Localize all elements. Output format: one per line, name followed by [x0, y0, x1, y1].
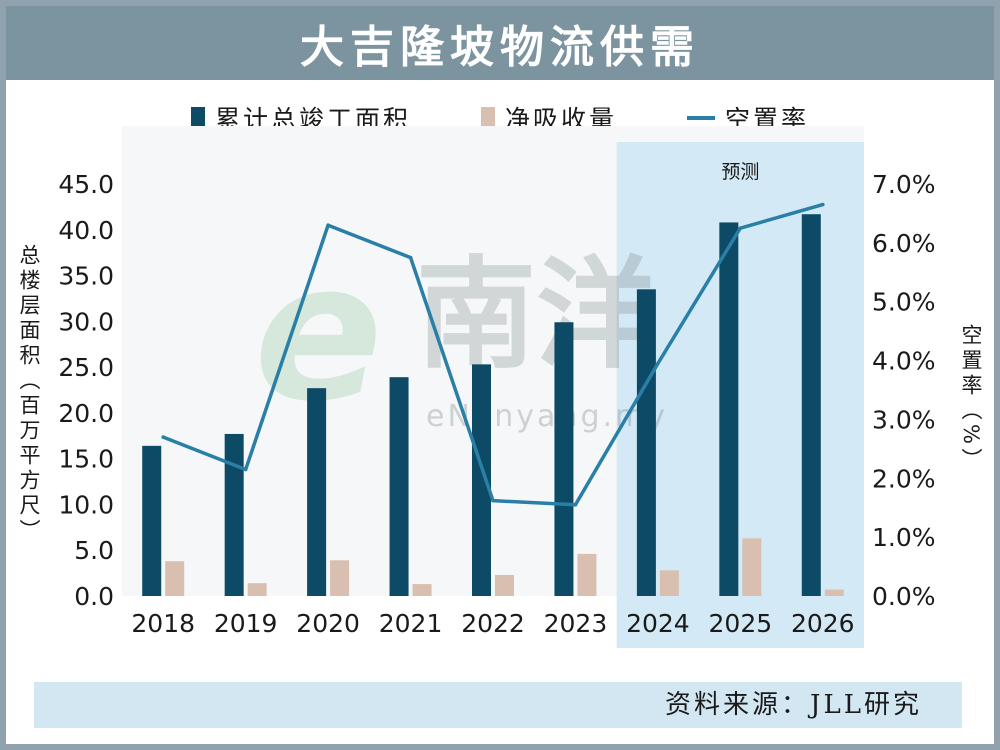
bar-completed-2018 [142, 445, 162, 596]
ytick-25.0: 25.0 [58, 353, 114, 382]
bar-completed-2024 [636, 289, 656, 596]
ytick-0.0: 0.0 [74, 582, 114, 611]
ytick-15.0: 15.0 [58, 445, 114, 474]
bar-completed-2025 [719, 222, 739, 596]
ytick-30.0: 30.0 [58, 307, 114, 336]
bar-absorption-2019 [247, 583, 267, 596]
ytick-35.0: 35.0 [58, 262, 114, 291]
ytick-10.0: 10.0 [58, 490, 114, 519]
bar-absorption-2018 [165, 561, 185, 596]
y2tick-7.0%: 7.0% [872, 170, 936, 199]
ytick-5.0: 5.0 [74, 536, 114, 565]
bar-absorption-2025 [742, 538, 762, 596]
point-vacancy-2020 [326, 223, 330, 227]
chart-area: 预测e 南洋eNanyang.my0.05.010.015.020.025.030… [58, 126, 936, 648]
forecast-label: 预测 [721, 161, 759, 183]
y2tick-5.0%: 5.0% [872, 288, 936, 317]
bar-absorption-2021 [412, 584, 432, 596]
xtick-2026: 2026 [791, 609, 855, 638]
ytick-45.0: 45.0 [58, 170, 114, 199]
xtick-2022: 2022 [461, 609, 525, 638]
point-vacancy-2021 [408, 255, 413, 260]
bar-completed-2020 [307, 388, 327, 596]
y2tick-6.0%: 6.0% [872, 229, 936, 258]
y2tick-2.0%: 2.0% [872, 464, 936, 493]
y2tick-1.0%: 1.0% [872, 523, 936, 552]
watermark-brand: 南洋 [416, 246, 656, 385]
legend-swatch-completed [190, 107, 205, 129]
y-axis-label: 总楼层面积（百万平方尺） [17, 244, 41, 544]
xtick-2021: 2021 [379, 609, 443, 638]
legend-swatch-vacancy [687, 116, 715, 120]
xtick-2019: 2019 [214, 609, 278, 638]
legend-swatch-absorption [480, 107, 495, 129]
y2tick-4.0%: 4.0% [872, 347, 936, 376]
xtick-2018: 2018 [131, 609, 195, 638]
point-vacancy-2018 [161, 435, 166, 439]
footer-bar: 资料来源：JLL研究 [34, 682, 962, 728]
point-vacancy-2022 [491, 498, 495, 503]
ytick-20.0: 20.0 [58, 399, 114, 428]
bar-absorption-2024 [659, 570, 679, 596]
source-note: 资料来源：JLL研究 [665, 690, 922, 720]
y2tick-0.0%: 0.0% [872, 582, 936, 611]
chart-frame: 大吉隆坡物流供需 累计总竣工面积 净吸收量 空置率 总楼层面积（百万平方尺） 空… [6, 6, 994, 744]
bar-absorption-2020 [330, 560, 350, 596]
xtick-2025: 2025 [709, 609, 773, 638]
bar-completed-2019 [224, 433, 244, 596]
bar-completed-2026 [801, 214, 821, 597]
y2-axis-label: 空置率（%） [959, 324, 983, 473]
point-vacancy-2023 [573, 502, 578, 507]
bar-absorption-2026 [824, 589, 844, 596]
title-bar: 大吉隆坡物流供需 [6, 6, 994, 80]
ytick-40.0: 40.0 [58, 216, 114, 245]
xtick-2020: 2020 [296, 609, 360, 638]
bar-absorption-2022 [495, 574, 514, 596]
bar-completed-2023 [554, 322, 574, 596]
xtick-2023: 2023 [544, 609, 608, 638]
point-vacancy-2026 [820, 202, 825, 207]
point-vacancy-2019 [243, 467, 248, 472]
y2tick-3.0%: 3.0% [872, 405, 936, 434]
bar-absorption-2023 [577, 553, 597, 596]
bar-completed-2021 [389, 377, 409, 596]
bar-completed-2022 [472, 364, 491, 596]
point-vacancy-2024 [656, 361, 660, 366]
point-vacancy-2025 [738, 226, 743, 230]
chart-title: 大吉隆坡物流供需 [300, 22, 700, 73]
xtick-2024: 2024 [626, 609, 690, 638]
watermark-url: eNanyang.my [426, 399, 668, 434]
